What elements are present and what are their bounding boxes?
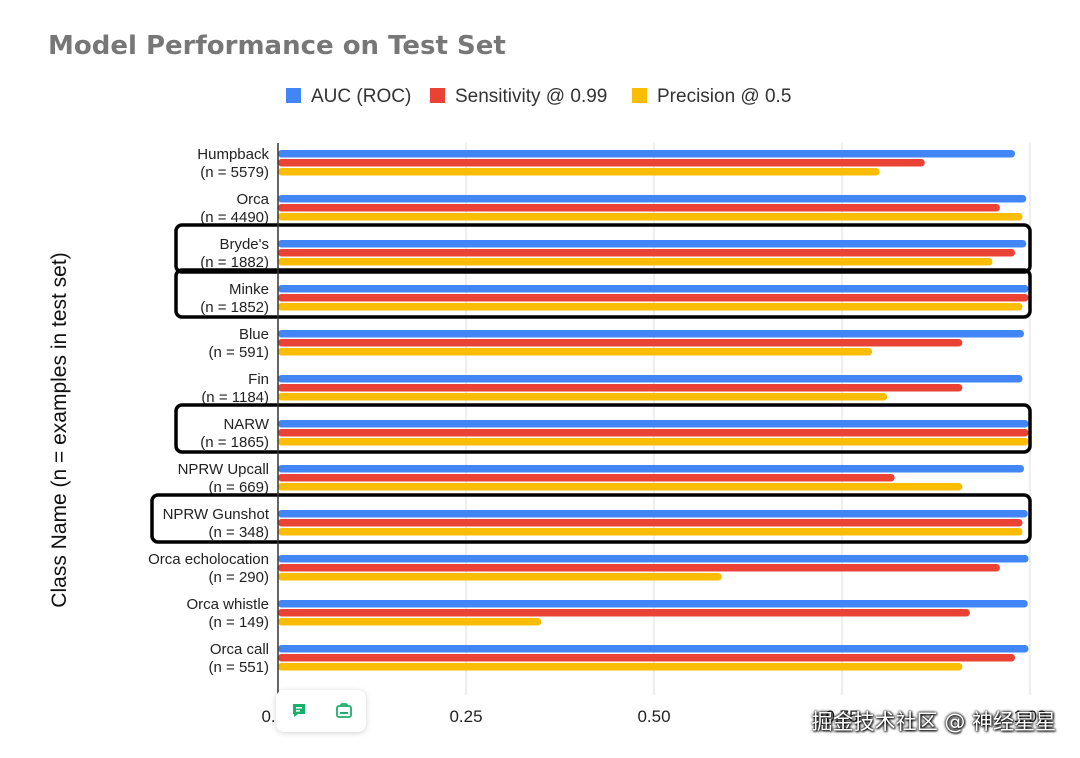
bar-3-0 xyxy=(278,285,1029,293)
category-name-7: NPRW Upcall xyxy=(178,461,269,478)
y-axis-title: Class Name (n = examples in test set) xyxy=(48,252,71,607)
bar-9-1 xyxy=(278,564,1000,572)
bar-9-2 xyxy=(278,573,722,581)
category-name-4: Blue xyxy=(239,326,269,343)
bar-7-0 xyxy=(278,465,1024,473)
category-name-2: Bryde's xyxy=(219,236,269,253)
x-tick-label-3: 0.75 xyxy=(825,707,858,726)
bar-2-0 xyxy=(278,240,1027,248)
bar-4-1 xyxy=(278,339,963,347)
bar-7-2 xyxy=(278,483,963,491)
x-tick-label-1: 0.25 xyxy=(449,707,482,726)
bar-5-2 xyxy=(278,393,888,401)
bar-0-2 xyxy=(278,168,880,176)
bar-0-1 xyxy=(278,159,925,167)
bar-11-0 xyxy=(278,645,1029,653)
category-count-11: (n = 551) xyxy=(209,659,269,676)
category-name-8: NPRW Gunshot xyxy=(163,506,270,523)
legend: AUC (ROC) Sensitivity @ 0.99 Precision @ 0… xyxy=(286,86,791,107)
bar-8-1 xyxy=(278,519,1023,527)
bar-6-1 xyxy=(278,429,1029,437)
legend-swatch-0 xyxy=(286,88,301,103)
category-name-1: Orca xyxy=(236,191,269,208)
bar-7-1 xyxy=(278,474,895,482)
bar-11-2 xyxy=(278,663,963,671)
category-count-8: (n = 348) xyxy=(209,524,269,541)
category-name-10: Orca whistle xyxy=(186,596,269,613)
category-count-9: (n = 290) xyxy=(209,569,269,586)
highlight-box-3 xyxy=(150,493,1032,544)
bar-8-2 xyxy=(278,528,1023,536)
bar-1-2 xyxy=(278,213,1023,221)
highlight-boxes xyxy=(150,223,1032,544)
bar-9-0 xyxy=(278,555,1029,563)
bar-4-2 xyxy=(278,348,873,356)
category-count-7: (n = 669) xyxy=(209,479,269,496)
comment-icon[interactable] xyxy=(290,702,308,720)
bars xyxy=(278,150,1029,671)
category-name-5: Fin xyxy=(248,371,269,388)
category-name-9: Orca echolocation xyxy=(148,551,269,568)
bar-10-1 xyxy=(278,609,970,617)
legend-label-2: Precision @ 0.5 xyxy=(657,86,791,107)
bar-1-1 xyxy=(278,204,1000,212)
category-count-5: (n = 1184) xyxy=(201,389,269,406)
bar-2-2 xyxy=(278,258,993,266)
bar-11-1 xyxy=(278,654,1015,662)
category-labels: Humpback(n = 5579)Orca(n = 4490)Bryde's(… xyxy=(148,146,270,676)
bar-4-0 xyxy=(278,330,1024,338)
category-name-6: NARW xyxy=(223,416,269,433)
highlight-box-0 xyxy=(174,223,1032,274)
screenshot-icon[interactable] xyxy=(335,702,353,720)
highlight-box-2 xyxy=(174,403,1032,454)
legend-label-0: AUC (ROC) xyxy=(311,86,411,107)
category-count-1: (n = 4490) xyxy=(200,209,269,226)
legend-label-1: Sensitivity @ 0.99 xyxy=(455,86,607,107)
watermark: 掘金技术社区 @ 神经星星 xyxy=(811,710,1056,734)
bar-10-0 xyxy=(278,600,1028,608)
x-tick-label-2: 0.50 xyxy=(637,707,670,726)
category-name-3: Minke xyxy=(229,281,269,298)
bar-3-1 xyxy=(278,294,1029,302)
bar-2-1 xyxy=(278,249,1015,257)
x-tick-label-4: 1.00 xyxy=(1013,707,1046,726)
legend-swatch-1 xyxy=(430,88,445,103)
bar-6-2 xyxy=(278,438,1029,446)
highlight-box-1 xyxy=(174,268,1032,319)
bar-1-0 xyxy=(278,195,1027,203)
category-name-0: Humpback xyxy=(197,146,269,163)
category-count-4: (n = 591) xyxy=(209,344,269,361)
bar-5-0 xyxy=(278,375,1023,383)
floating-toolbar xyxy=(276,690,366,732)
category-count-3: (n = 1852) xyxy=(200,299,269,316)
bar-0-0 xyxy=(278,150,1015,158)
bar-8-0 xyxy=(278,510,1028,518)
category-count-10: (n = 149) xyxy=(209,614,269,631)
chart-title: Model Performance on Test Set xyxy=(48,31,506,61)
bar-5-1 xyxy=(278,384,963,392)
category-name-11: Orca call xyxy=(210,641,269,658)
category-count-0: (n = 5579) xyxy=(200,164,269,181)
bar-3-2 xyxy=(278,303,1023,311)
category-count-6: (n = 1865) xyxy=(200,434,269,451)
category-count-2: (n = 1882) xyxy=(200,254,269,271)
bar-10-2 xyxy=(278,618,542,626)
legend-swatch-2 xyxy=(632,88,647,103)
bar-6-0 xyxy=(278,420,1029,428)
